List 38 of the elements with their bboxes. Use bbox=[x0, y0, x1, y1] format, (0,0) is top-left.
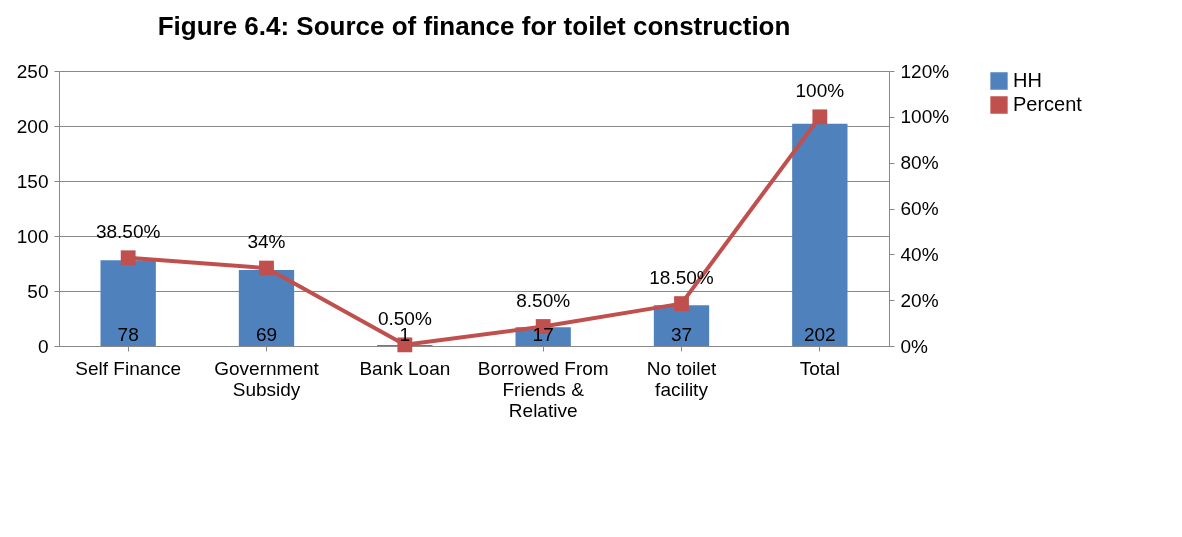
point bbox=[259, 260, 274, 276]
data-label: 202 bbox=[803, 324, 836, 345]
point bbox=[120, 250, 136, 266]
y2-tick-label: 0% bbox=[900, 335, 929, 357]
legend-label: Percent bbox=[1013, 93, 1083, 115]
chart-title: Figure 6.4: Source of finance for toilet construction bbox=[157, 11, 791, 41]
y-tick-label: 0 bbox=[37, 335, 49, 357]
y2-tick-label: 40% bbox=[900, 243, 939, 265]
y-tick-label: 250 bbox=[16, 60, 49, 82]
y-tick-label: 150 bbox=[16, 170, 49, 192]
y-tick-label: 100 bbox=[16, 225, 49, 247]
y2-tick-label: 20% bbox=[900, 289, 939, 311]
y2-tick-label: 80% bbox=[900, 152, 939, 174]
data-label: 100% bbox=[795, 79, 845, 101]
point bbox=[674, 296, 689, 312]
y-tick-label: 200 bbox=[16, 115, 49, 137]
x-tick-label: Self Finance bbox=[75, 357, 181, 379]
x-tick-label: Total bbox=[799, 357, 840, 379]
data-label: 34% bbox=[247, 231, 286, 253]
legend-label: HH bbox=[1013, 69, 1042, 91]
y-tick-label: 50 bbox=[27, 280, 49, 302]
y2-tick-label: 120% bbox=[900, 60, 950, 82]
x-tick-label: Government Subsidy bbox=[214, 357, 320, 400]
x-tick-label: No toilet facility bbox=[646, 357, 718, 400]
data-label: 8.50% bbox=[516, 289, 571, 311]
bar bbox=[238, 270, 295, 346]
data-label: 37 bbox=[670, 324, 693, 345]
data-label: 78 bbox=[117, 324, 139, 345]
data-label: 69 bbox=[255, 324, 278, 345]
bar bbox=[100, 260, 156, 346]
x-tick-label: Borrowed From Friends & Relative bbox=[477, 357, 609, 421]
point bbox=[812, 109, 828, 125]
y2-tick-label: 60% bbox=[900, 198, 939, 219]
data-label: 38.50% bbox=[95, 220, 161, 242]
x-tick-label: Bank Loan bbox=[359, 357, 451, 379]
bar bbox=[792, 123, 848, 346]
data-label: 0.50% bbox=[377, 307, 432, 329]
y2-tick-label: 100% bbox=[900, 106, 950, 128]
